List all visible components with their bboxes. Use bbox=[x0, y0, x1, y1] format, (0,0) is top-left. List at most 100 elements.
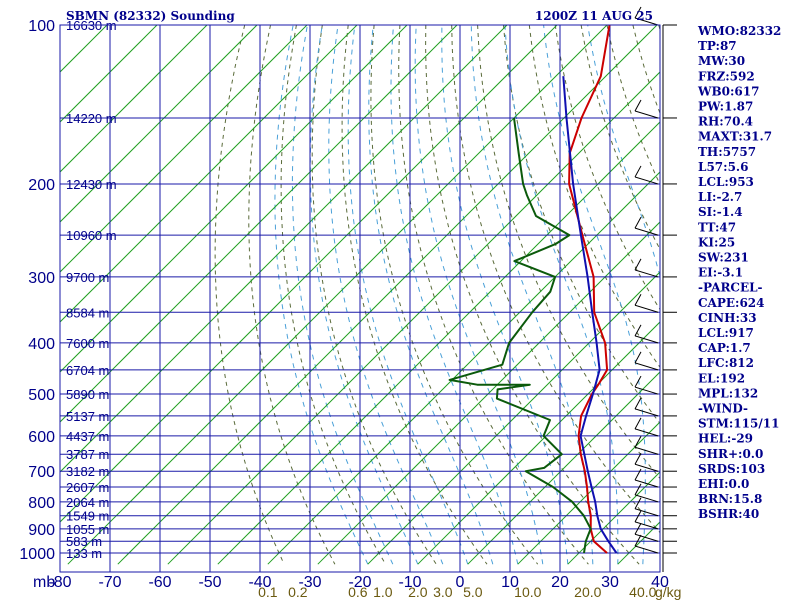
sounding-index: STM:115/11 bbox=[698, 417, 779, 431]
temperature-tick-label: -30 bbox=[298, 574, 321, 591]
temperature-tick-label: 40 bbox=[651, 574, 669, 591]
sounding-index: HEL:-29 bbox=[698, 432, 753, 446]
wind-barb-flag bbox=[634, 6, 642, 19]
moist-adiabat bbox=[414, 25, 544, 565]
wind-barb bbox=[634, 362, 659, 371]
sounding-index: -WIND- bbox=[698, 402, 748, 416]
sounding-index: EL:192 bbox=[698, 371, 745, 385]
dry-adiabat bbox=[425, 25, 640, 565]
wind-barb bbox=[634, 533, 659, 542]
wind-barb-flag bbox=[634, 435, 642, 448]
sounding-index: MPL:132 bbox=[698, 386, 758, 400]
wind-barb bbox=[634, 479, 659, 488]
dry-adiabat bbox=[503, 25, 660, 425]
isotherm bbox=[267, 171, 660, 565]
dry-adiabat bbox=[762, 25, 800, 564]
height-label: 2607 m bbox=[66, 480, 109, 495]
pressure-tick-label: 600 bbox=[28, 429, 55, 446]
dry-adiabat bbox=[311, 25, 437, 565]
wind-barb bbox=[634, 17, 659, 26]
sounding-index: PW:1.87 bbox=[698, 100, 753, 114]
isotherm bbox=[417, 321, 660, 565]
wind-barb-flag bbox=[634, 351, 642, 364]
wind-barb-flag bbox=[634, 510, 642, 523]
isotherm bbox=[60, 25, 458, 423]
sounding-index: TP:87 bbox=[698, 39, 737, 53]
temperature-tick-label: -10 bbox=[398, 574, 421, 591]
moist-adiabat bbox=[390, 25, 519, 565]
moist-adiabat bbox=[309, 25, 419, 565]
sounding-index: MAXT:31.7 bbox=[698, 130, 772, 144]
sounding-index: EI:-3.1 bbox=[698, 266, 743, 280]
isotherm bbox=[367, 271, 660, 565]
isotherm bbox=[60, 25, 258, 223]
wind-barb bbox=[634, 269, 659, 278]
sounding-index: WMO:82332 bbox=[697, 24, 781, 38]
pressure-tick-label: 200 bbox=[28, 177, 55, 194]
height-label: 9700 m bbox=[66, 270, 109, 285]
temperature-tick-label: -40 bbox=[248, 574, 271, 591]
sounding-index: SHR+:0.0 bbox=[698, 447, 763, 461]
wind-barb bbox=[634, 110, 659, 119]
isotherm bbox=[117, 25, 658, 565]
sounding-index: TT:47 bbox=[698, 220, 736, 234]
sounding-index: EHI:0.0 bbox=[698, 477, 749, 491]
isotherm bbox=[60, 25, 158, 123]
moist-adiabat bbox=[328, 25, 444, 565]
pressure-tick-label: 1000 bbox=[19, 546, 55, 563]
isotherm bbox=[0, 25, 57, 564]
wind-barb-flag bbox=[634, 522, 642, 535]
wind-barb bbox=[634, 494, 659, 503]
mixing-ratio-label: 5.0 bbox=[463, 584, 483, 600]
height-label: 2064 m bbox=[66, 495, 109, 510]
wind-barb-flag bbox=[634, 258, 642, 271]
wind-barb-flag bbox=[634, 99, 642, 112]
height-label: 5137 m bbox=[66, 409, 109, 424]
pressure-tick-label: 700 bbox=[28, 464, 55, 481]
height-label: 1055 m bbox=[66, 522, 109, 537]
isotherm bbox=[567, 471, 660, 565]
height-label: 5890 m bbox=[66, 387, 109, 402]
mixing-ratio-label: 0.6 bbox=[348, 584, 368, 600]
sounding-index: LFC:812 bbox=[698, 356, 754, 370]
isotherm bbox=[60, 25, 408, 373]
sounding-index: LCL:953 bbox=[698, 175, 754, 189]
isotherm bbox=[768, 25, 800, 564]
moist-adiabat bbox=[368, 25, 494, 565]
sounding-index: CINH:33 bbox=[698, 311, 757, 325]
mixing-ratio-label: 2.0 bbox=[408, 584, 428, 600]
isotherm bbox=[0, 25, 7, 564]
dry-adiabat bbox=[280, 25, 387, 565]
mixing-ratio-label: 40.0 bbox=[629, 584, 656, 600]
dry-adiabat bbox=[788, 25, 800, 564]
sounding-index: SRDS:103 bbox=[698, 462, 765, 476]
moist-adiabat bbox=[291, 25, 394, 565]
wind-barb bbox=[634, 463, 659, 472]
wind-barb-flag bbox=[634, 324, 642, 337]
isotherm bbox=[60, 25, 358, 323]
sounding-index: RH:70.4 bbox=[698, 115, 753, 129]
wind-barb-flag bbox=[634, 375, 642, 388]
height-label: 14220 m bbox=[66, 111, 117, 126]
wind-barb bbox=[634, 508, 659, 517]
plot-frame bbox=[59, 24, 661, 573]
isotherm bbox=[60, 25, 308, 273]
mixing-ratio-label: 1.0 bbox=[373, 584, 393, 600]
wind-barb-flag bbox=[634, 534, 642, 547]
wind-barb bbox=[634, 176, 659, 185]
sounding-index: SI:-1.4 bbox=[698, 205, 743, 219]
dry-adiabat bbox=[248, 25, 336, 565]
isotherm bbox=[517, 421, 660, 565]
sounding-index: -PARCEL- bbox=[698, 281, 763, 295]
wind-barb bbox=[634, 335, 659, 344]
wind-barb bbox=[634, 428, 659, 437]
temperature-tick-label: -80 bbox=[48, 574, 71, 591]
mixing-ratio-label: 0.1 bbox=[258, 584, 278, 600]
height-label: 4437 m bbox=[66, 429, 109, 444]
mixing-ratio-label: 0.2 bbox=[288, 584, 308, 600]
series-line-1 bbox=[448, 117, 592, 554]
pressure-tick-label: 400 bbox=[28, 336, 55, 353]
isotherm bbox=[167, 71, 660, 565]
